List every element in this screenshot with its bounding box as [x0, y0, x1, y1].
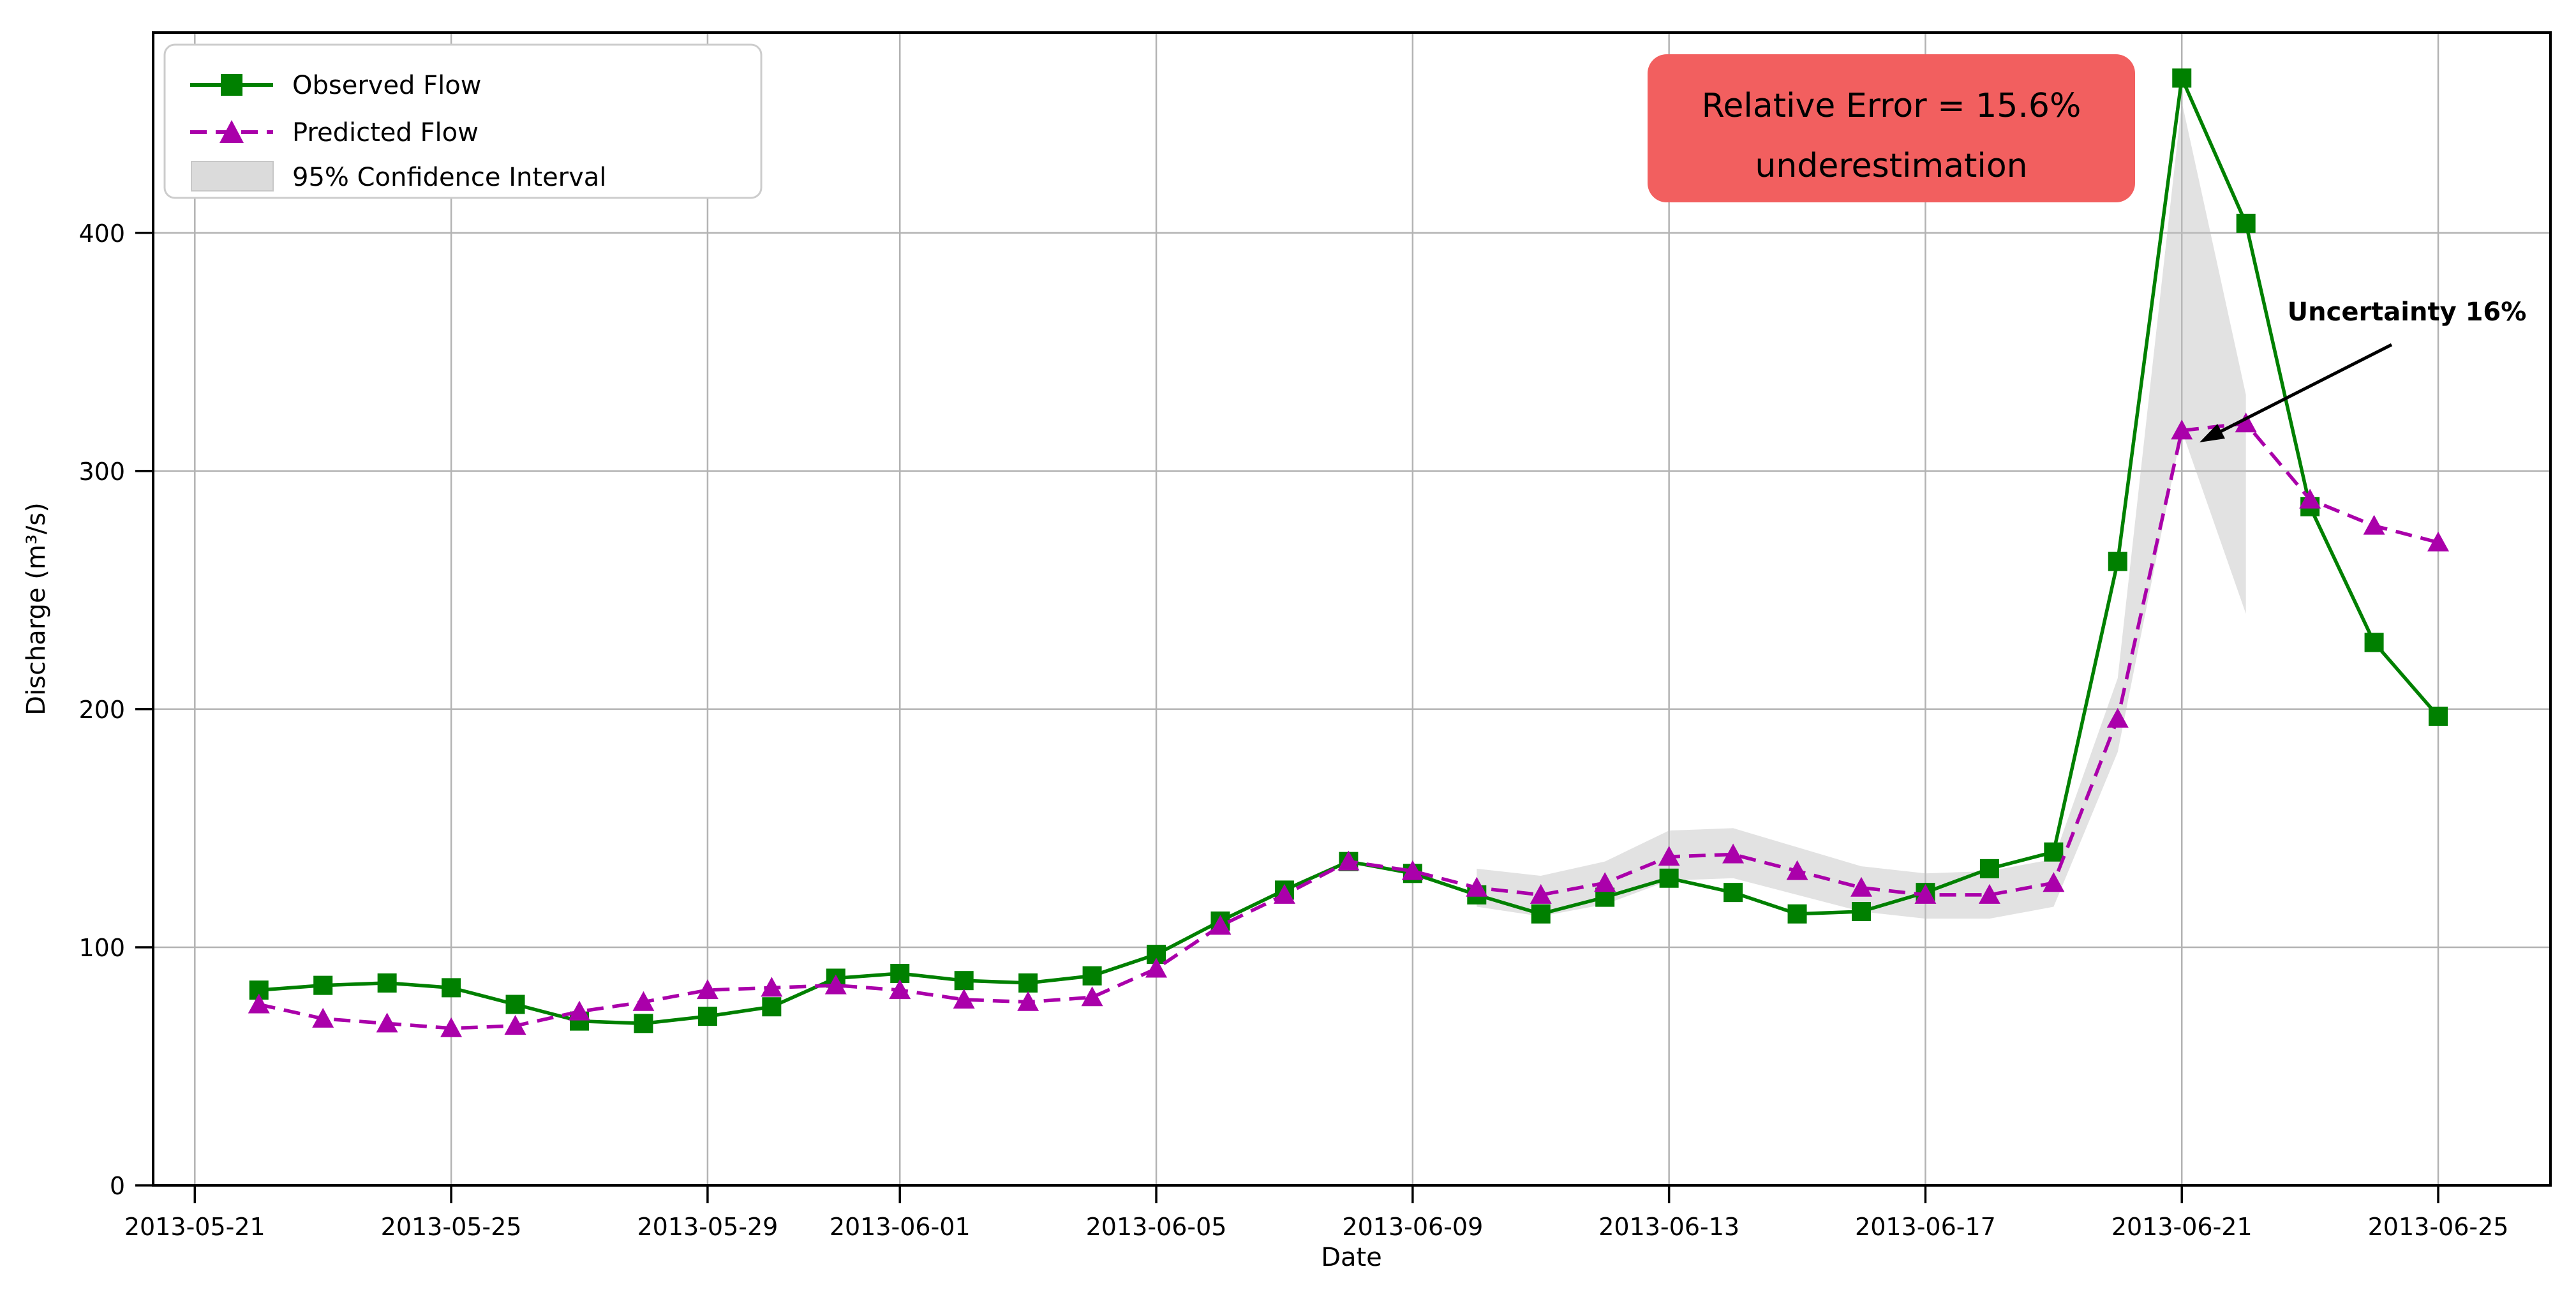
predicted-point-marker — [889, 979, 911, 1000]
predicted-point-marker — [568, 1000, 590, 1021]
relative-error-box — [1648, 54, 2135, 202]
relative-error-line2: underestimation — [1755, 147, 2027, 185]
y-tick-label: 0 — [110, 1172, 125, 1200]
predicted-point-marker — [1017, 991, 1039, 1011]
observed-point-marker — [2172, 68, 2192, 88]
predicted-point-marker — [1722, 843, 1745, 864]
relative-error-annotation: Relative Error = 15.6% underestimation — [1648, 54, 2135, 202]
predicted-point-marker — [2427, 531, 2450, 552]
predicted-point-marker — [1786, 860, 1808, 880]
observed-point-marker — [954, 971, 974, 991]
observed-point-marker — [1724, 883, 1743, 903]
legend-observed-square-icon — [221, 74, 242, 96]
observed-point-marker — [697, 1007, 717, 1026]
observed-point-marker — [377, 973, 397, 993]
legend-ci-label: 95% Confidence Interval — [292, 163, 606, 192]
x-tick-label: 2013-06-13 — [1598, 1213, 1739, 1241]
legend-predicted-label: Predicted Flow — [292, 118, 479, 147]
x-axis-label: Date — [1321, 1243, 1382, 1272]
legend-observed-label: Observed Flow — [292, 71, 481, 100]
x-tick-label: 2013-06-21 — [2111, 1213, 2252, 1241]
observed-point-marker — [1659, 868, 1679, 888]
legend-ci-patch-icon — [191, 161, 274, 191]
plot-area — [153, 33, 2550, 1185]
predicted-point-marker — [248, 993, 270, 1014]
observed-point-marker — [1082, 966, 1102, 986]
legend-predicted-triangle-icon — [220, 120, 244, 143]
observed-point-marker — [442, 978, 461, 998]
x-axis-ticks: 2013-05-21 2013-05-25 2013-05-29 2013-06-01… — [124, 1185, 2509, 1241]
uncertainty-arrow-line — [2218, 343, 2393, 434]
x-tick-label: 2013-06-01 — [830, 1213, 971, 1241]
y-tick-label: 100 — [78, 934, 125, 962]
x-tick-label: 2013-06-09 — [1342, 1213, 1483, 1241]
predicted-point-marker — [1081, 986, 1103, 1007]
observed-point-marker — [1851, 901, 1871, 921]
observed-point-marker — [2108, 552, 2127, 571]
observed-point-marker — [1787, 904, 1807, 924]
predicted-point-marker — [2363, 514, 2385, 535]
y-tick-label: 400 — [78, 220, 125, 248]
axes-spines — [152, 31, 2552, 1187]
predicted-point-marker — [953, 989, 975, 1009]
data-series — [248, 68, 2450, 1037]
x-tick-label: 2013-06-17 — [1855, 1213, 1996, 1241]
predicted-point-marker — [2106, 707, 2129, 728]
uncertainty-annotation: Uncertainty 16% — [2200, 297, 2526, 442]
uncertainty-label: Uncertainty 16% — [2288, 297, 2527, 327]
predicted-point-marker — [440, 1017, 463, 1037]
y-tick-label: 300 — [78, 458, 125, 486]
predicted-point-marker — [1914, 883, 1937, 904]
predicted-point-marker — [1594, 872, 1616, 892]
predicted-point-marker — [1337, 850, 1360, 871]
predicted-point-marker — [1530, 883, 1552, 904]
observed-point-marker — [1018, 973, 1038, 993]
predicted-point-marker — [2043, 872, 2065, 892]
predicted-point-marker — [2299, 488, 2321, 509]
predicted-point-marker — [696, 979, 718, 1000]
legend-box — [163, 43, 763, 199]
x-tick-label: 2013-06-05 — [1086, 1213, 1227, 1241]
observed-point-marker — [505, 995, 525, 1014]
gridlines — [153, 33, 2550, 1185]
predicted-point-marker — [632, 991, 655, 1011]
predicted-point-marker — [312, 1007, 334, 1028]
observed-point-marker — [313, 975, 333, 995]
x-tick-label: 2013-05-25 — [381, 1213, 522, 1241]
observed-point-marker — [2364, 633, 2384, 652]
y-axis-label: Discharge (m³/s) — [22, 502, 51, 716]
y-tick-label: 200 — [78, 696, 125, 724]
predicted-point-marker — [1145, 957, 1168, 978]
predicted-point-marker — [1658, 846, 1680, 866]
predicted-point-marker — [2171, 419, 2193, 440]
legend: Observed Flow Predicted Flow 95% Confide… — [163, 43, 763, 199]
predicted-point-marker — [1466, 876, 1488, 897]
predicted-point-marker — [2235, 412, 2257, 433]
relative-error-line1: Relative Error = 15.6% — [1702, 87, 2081, 125]
observed-point-marker — [762, 997, 782, 1017]
predicted-point-marker — [376, 1012, 398, 1033]
observed-point-marker — [1979, 859, 1999, 878]
x-tick-label: 2013-05-29 — [637, 1213, 778, 1241]
uncertainty-arrow-head-icon — [2200, 424, 2225, 442]
predicted-point-marker — [1401, 860, 1424, 880]
observed-point-marker — [2044, 842, 2064, 862]
observed-point-marker — [2429, 707, 2448, 726]
observed-point-marker — [1531, 904, 1551, 924]
predicted-point-marker — [761, 977, 783, 997]
predicted-point-marker — [824, 974, 847, 995]
x-tick-label: 2013-05-21 — [124, 1213, 265, 1241]
observed-point-marker — [2236, 213, 2256, 233]
predicted-point-marker — [1273, 883, 1295, 904]
predicted-point-marker — [504, 1015, 526, 1035]
predicted-point-marker — [1978, 883, 2000, 904]
x-tick-label: 2013-06-25 — [2368, 1213, 2509, 1241]
predicted-point-marker — [1850, 876, 1872, 897]
y-axis-ticks: 0 100 200 300 400 — [78, 220, 153, 1200]
predicted-point-marker — [1209, 915, 1232, 935]
observed-point-marker — [634, 1014, 653, 1033]
